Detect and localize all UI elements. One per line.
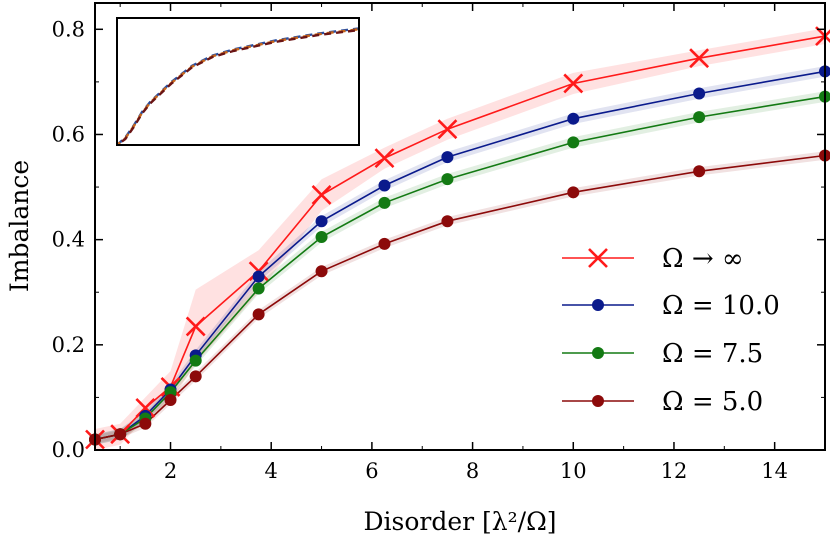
x-tick-label-4: 10	[560, 459, 587, 483]
point-series-1-9	[567, 112, 580, 125]
y-tick-label-4: 0.8	[52, 17, 85, 41]
point-series-0-7	[374, 148, 395, 169]
legend-label-3: Ω = 5.0	[662, 387, 763, 417]
inset-panel	[116, 17, 360, 146]
point-series-0-6	[311, 185, 332, 205]
point-series-3-2	[139, 417, 152, 430]
point-series-2-5	[252, 282, 265, 295]
point-series-0-8	[437, 119, 458, 140]
legend-label-2: Ω = 7.5	[662, 339, 763, 369]
x-tick-label-6: 14	[761, 459, 788, 483]
point-series-3-4	[189, 370, 202, 383]
y-tick-label-3: 0.6	[52, 122, 85, 146]
point-series-1-6	[315, 215, 328, 228]
point-series-3-1	[114, 428, 127, 441]
point-series-0-2	[135, 398, 156, 418]
y-tick-label-1: 0.2	[52, 333, 85, 357]
point-series-0-9	[563, 73, 584, 94]
point-series-1-5	[252, 270, 265, 283]
x-tick-label-2: 6	[365, 459, 378, 483]
legend: Ω → ∞ Ω = 10.0 Ω = 7.5 Ω = 5.0	[562, 244, 780, 417]
x-axis-label: Disorder [λ²/Ω]	[363, 507, 556, 536]
legend-marker-0	[588, 248, 608, 268]
y-axis-ticks: 0.0 0.2 0.4 0.6 0.8	[52, 17, 825, 462]
y-tick-label-0: 0.0	[52, 438, 85, 462]
y-tick-label-2: 0.4	[52, 228, 85, 252]
y-axis-label: Imbalance	[5, 160, 34, 292]
x-tick-label-3: 8	[466, 459, 479, 483]
point-series-1-10	[693, 87, 706, 100]
point-series-3-7	[378, 237, 391, 250]
point-series-2-6	[315, 231, 328, 244]
plot-frame	[94, 2, 826, 451]
legend-label-1: Ω = 10.0	[662, 291, 780, 321]
point-series-3-5	[252, 308, 265, 321]
point-series-3-6	[315, 265, 328, 278]
inset-background	[117, 18, 359, 145]
point-series-2-8	[441, 173, 454, 186]
x-tick-label-5: 12	[661, 459, 688, 483]
legend-entry-1: Ω = 10.0	[562, 291, 780, 321]
point-series-2-9	[567, 136, 580, 149]
legend-marker-2	[592, 347, 604, 359]
legend-marker-1	[592, 299, 604, 311]
x-axis-ticks: 2 4 6 8 10 12 14	[119, 3, 826, 483]
point-series-3-10	[693, 165, 706, 178]
x-tick-label-1: 4	[265, 459, 278, 483]
point-series-2-4	[189, 354, 202, 367]
point-series-1-7	[378, 179, 391, 192]
inset-lines	[116, 27, 360, 146]
legend-label-0: Ω → ∞	[662, 244, 744, 274]
x-tick-label-0: 2	[164, 459, 177, 483]
point-series-3-9	[567, 186, 580, 199]
legend-entry-0: Ω → ∞	[562, 244, 744, 274]
point-series-0-10	[689, 48, 710, 69]
legend-entry-3: Ω = 5.0	[562, 387, 763, 417]
point-series-1-8	[441, 151, 454, 164]
series-markers	[85, 26, 830, 450]
legend-marker-3	[592, 395, 604, 407]
point-series-2-10	[693, 111, 706, 124]
point-series-0-4	[185, 316, 206, 337]
inset-line-2	[116, 28, 360, 146]
inset-frame	[116, 17, 360, 146]
point-series-2-7	[378, 196, 391, 209]
point-series-3-3	[164, 394, 177, 407]
point-series-3-8	[441, 215, 454, 228]
legend-entry-2: Ω = 7.5	[562, 339, 763, 369]
